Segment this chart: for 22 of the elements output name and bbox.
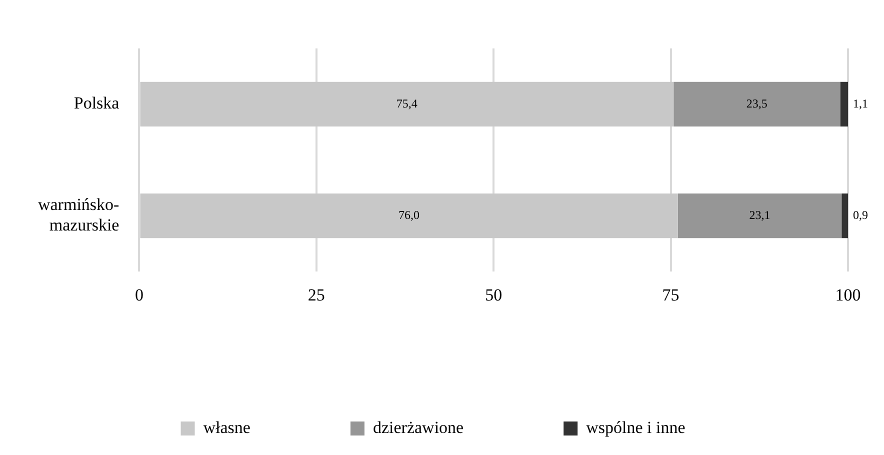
legend-label: dzierżawione: [372, 418, 464, 437]
legend-label: własne: [203, 418, 250, 437]
data-label: 23,5: [746, 96, 768, 110]
data-label: 23,1: [749, 208, 770, 222]
bar: [842, 193, 848, 238]
data-label: 0,9: [853, 208, 868, 222]
bar: [140, 82, 674, 127]
x-tick-label: 100: [835, 285, 861, 304]
y-tick-label: Polska: [74, 94, 120, 113]
x-tick-label: 25: [308, 285, 325, 304]
data-label: 1,1: [853, 96, 868, 110]
bar: [140, 193, 678, 238]
bar: [678, 193, 842, 238]
data-label: 75,4: [396, 96, 418, 110]
bar: [840, 82, 848, 127]
x-tick-label: 0: [134, 285, 144, 304]
x-tick-label: 75: [662, 285, 680, 304]
bar: [674, 82, 840, 127]
legend-label: wspólne i inne: [586, 418, 686, 437]
data-label: 76,0: [398, 208, 420, 222]
y-tick-label: warmińsko-mazurskie: [38, 195, 120, 234]
x-tick-label: 50: [485, 285, 502, 304]
